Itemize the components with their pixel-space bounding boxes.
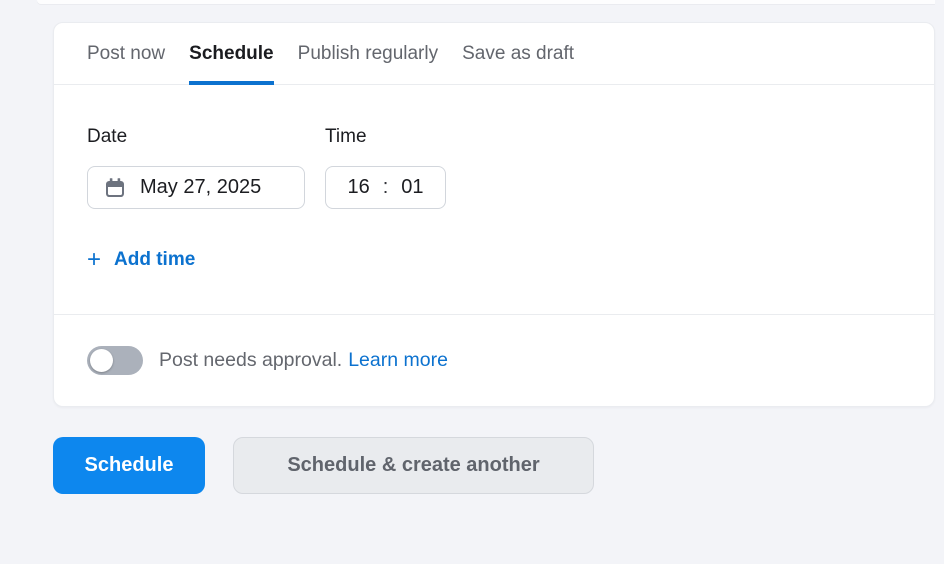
learn-more-link[interactable]: Learn more — [348, 349, 448, 371]
publish-mode-tabs: Post now Schedule Publish regularly Save… — [54, 23, 934, 85]
time-separator: : — [382, 176, 389, 198]
add-time-label: Add time — [114, 249, 196, 270]
post-needs-approval-toggle[interactable] — [87, 346, 143, 375]
action-buttons: Schedule Schedule & create another — [53, 437, 594, 494]
date-label: Date — [87, 126, 128, 147]
time-label: Time — [325, 126, 367, 147]
schedule-and-create-another-button[interactable]: Schedule & create another — [233, 437, 594, 494]
schedule-button[interactable]: Schedule — [53, 437, 205, 494]
date-value: May 27, 2025 — [140, 176, 262, 198]
add-time-button[interactable]: + Add time — [87, 246, 196, 273]
schedule-form: Date May 27, 2025 Time — [54, 85, 934, 314]
date-field: Date May 27, 2025 — [87, 125, 305, 209]
tab-schedule[interactable]: Schedule — [189, 23, 275, 85]
tab-post-now[interactable]: Post now — [87, 42, 166, 64]
toggle-knob — [90, 349, 113, 372]
tab-publish-regularly[interactable]: Publish regularly — [297, 42, 439, 64]
approval-row: Post needs approval. Learn more — [54, 314, 934, 406]
time-hour-value[interactable]: 16 — [347, 176, 370, 198]
calendar-icon — [104, 177, 126, 199]
tab-save-as-draft[interactable]: Save as draft — [462, 42, 575, 64]
date-input[interactable]: May 27, 2025 — [87, 166, 305, 209]
time-minute-value[interactable]: 01 — [401, 176, 424, 198]
plus-icon: + — [87, 246, 102, 273]
previous-card-bottom-edge — [37, 0, 935, 4]
time-field: Time 16 : 01 — [325, 125, 446, 209]
time-input[interactable]: 16 : 01 — [325, 166, 446, 209]
schedule-panel: Post now Schedule Publish regularly Save… — [53, 22, 935, 407]
approval-text: Post needs approval. — [159, 349, 343, 371]
